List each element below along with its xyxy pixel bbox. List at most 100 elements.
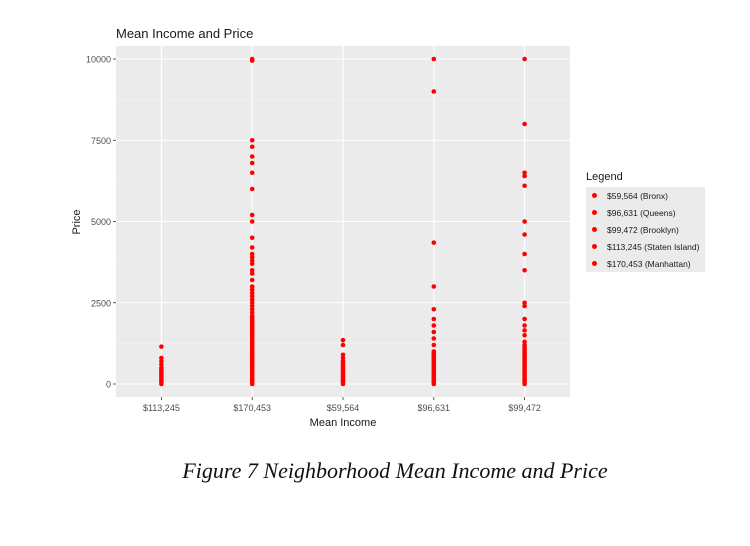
legend-item: $96,631 (Queens) [586, 204, 705, 221]
data-point [249, 160, 255, 166]
data-point [249, 287, 255, 293]
x-tick-label: $113,245 [143, 403, 180, 413]
data-point [431, 89, 437, 94]
data-point [431, 349, 437, 354]
data-point [431, 56, 437, 62]
data-point [249, 290, 255, 296]
data-point [522, 121, 527, 127]
data-point [159, 362, 164, 367]
data-point [159, 358, 164, 364]
data-point [249, 56, 255, 62]
data-point [340, 352, 346, 358]
x-tick-label: $170,453 [233, 403, 271, 413]
data-point [249, 277, 255, 283]
data-point [249, 267, 255, 273]
legend-dot-icon [592, 227, 597, 232]
data-points [159, 56, 527, 387]
legend-key [586, 221, 603, 238]
legend-item: $170,453 (Manhattan) [586, 255, 705, 272]
y-tick-label: 10000 [86, 55, 111, 65]
data-point [522, 170, 527, 176]
y-tick-label: 2500 [91, 298, 111, 308]
legend-item: $99,472 (Brooklyn) [586, 221, 705, 238]
y-tick-label: 0 [106, 380, 111, 390]
data-point [249, 212, 255, 218]
data-point [431, 329, 437, 335]
chart-title: Mean Income and Price [116, 26, 254, 41]
x-axis-label: Mean Income [310, 417, 377, 429]
data-point [159, 355, 164, 361]
legend-item: $59,564 (Bronx) [586, 187, 705, 204]
data-point [522, 267, 527, 273]
legend-dot-icon [592, 244, 597, 249]
data-point [522, 339, 527, 345]
data-point [249, 313, 255, 319]
data-point [249, 293, 255, 299]
y-tick-label: 5000 [91, 217, 111, 227]
data-point [249, 254, 255, 260]
legend-key [586, 238, 603, 255]
data-point [249, 186, 255, 192]
legend-dot-icon [592, 193, 597, 198]
legend-label: $96,631 (Queens) [607, 207, 676, 218]
data-point [249, 303, 255, 309]
legend-dot-icon [592, 261, 597, 266]
data-point [249, 271, 255, 276]
data-point [431, 323, 437, 328]
legend-dot-icon [592, 210, 597, 215]
data-point [249, 154, 255, 159]
data-point [159, 365, 164, 371]
data-point [249, 284, 255, 289]
figure-caption: Figure 7 Neighborhood Mean Income and Pr… [182, 458, 608, 483]
legend-key [586, 204, 603, 221]
data-point [249, 137, 255, 143]
data-point [522, 56, 527, 62]
data-point [249, 297, 255, 302]
data-point [249, 235, 255, 241]
data-point [522, 342, 527, 348]
data-point [431, 240, 437, 245]
scatter-plot: 0 2500 5000 7500 10000 $113,245 $170,453 $59,5… [71, 46, 570, 429]
legend-label: $59,564 (Bronx) [607, 190, 668, 201]
data-point [249, 219, 255, 224]
data-point [340, 342, 346, 348]
legend-title: Legend [586, 171, 623, 183]
data-point [522, 183, 527, 189]
data-point [340, 337, 346, 343]
data-point [522, 251, 527, 257]
legend-label: $113,245 (Staten Island) [607, 241, 700, 252]
data-point [249, 300, 255, 306]
data-point [340, 355, 346, 361]
legend: Legend $59,564 (Bronx) $96,631 (Queens) … [586, 171, 706, 272]
data-point [522, 303, 527, 309]
data-point [249, 261, 255, 267]
legend-key [586, 187, 603, 204]
data-point [431, 342, 437, 348]
data-point [431, 306, 437, 312]
data-point [249, 245, 255, 250]
data-point [522, 232, 527, 237]
data-point [522, 328, 527, 333]
y-axis-label: Price [71, 209, 83, 234]
y-tick-label: 7500 [91, 136, 111, 146]
data-point [431, 336, 437, 341]
legend-label: $170,453 (Manhattan) [607, 258, 691, 269]
data-point [249, 310, 255, 315]
legend-items: $59,564 (Bronx) $96,631 (Queens) $99,472… [586, 187, 706, 272]
data-point [431, 284, 437, 289]
x-axis-ticks: $113,245 $170,453 $59,564 $96,631 $99,472 [143, 397, 541, 413]
y-axis-ticks: 0 2500 5000 7500 10000 [86, 55, 116, 390]
data-point [159, 344, 164, 349]
data-point [249, 258, 255, 263]
data-point [249, 144, 255, 150]
legend-label: $99,472 (Brooklyn) [607, 224, 679, 235]
data-point [340, 358, 346, 364]
data-point [522, 173, 527, 179]
legend-key [586, 255, 603, 272]
data-point [249, 170, 255, 176]
data-point [522, 332, 527, 338]
data-point [522, 323, 527, 328]
data-point [522, 300, 527, 306]
data-point [522, 219, 527, 224]
